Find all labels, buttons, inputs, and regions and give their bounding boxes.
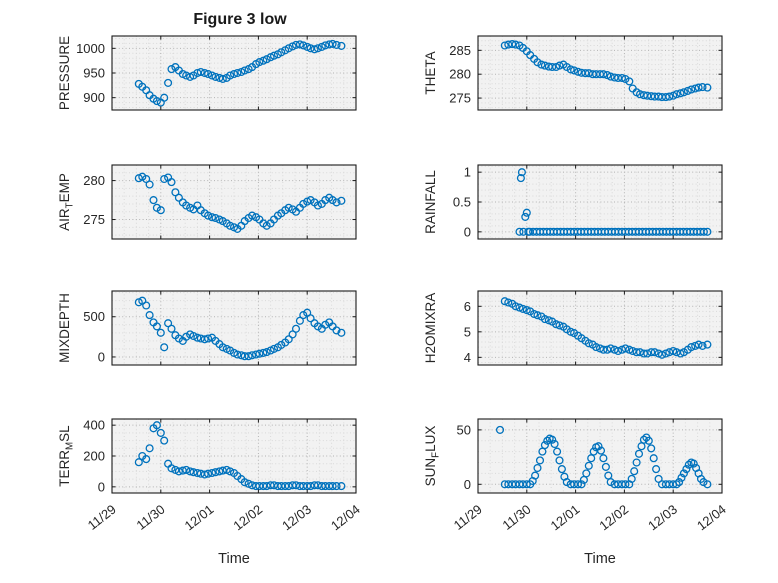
svg-text:200: 200: [83, 449, 105, 464]
y-tick-labels: 275 280 285: [449, 43, 471, 106]
y-tick-labels: 0 500: [83, 309, 105, 364]
minor-grid: [112, 419, 356, 493]
svg-text:6: 6: [464, 299, 471, 314]
y-axis-label-sun_flux: SUNFLUX: [423, 425, 442, 487]
y-tick-labels: 4 5 6: [464, 299, 471, 365]
svg-text:11/29: 11/29: [451, 502, 485, 533]
x-tick-labels: 11/29 11/30 12/01 12/02 12/03 12/04: [85, 502, 363, 534]
data-points: [500, 40, 712, 102]
svg-text:50: 50: [457, 422, 471, 437]
svg-text:12/03: 12/03: [279, 502, 314, 534]
y-tick-labels: 0 50: [457, 422, 471, 491]
subplot-sun_flux: 0 50 11/29 11/30 12/01 12/02 12/03 12/04: [451, 418, 729, 534]
axes-border: [111, 418, 357, 494]
svg-text:400: 400: [83, 418, 105, 433]
svg-text:12/02: 12/02: [230, 502, 265, 534]
svg-text:280: 280: [83, 173, 105, 188]
svg-text:950: 950: [83, 66, 105, 81]
y-axis-label-pressure: PRESSURE: [57, 35, 72, 111]
svg-text:285: 285: [449, 43, 471, 58]
y-tick-labels: 900 950 1000: [76, 41, 105, 105]
svg-text:0: 0: [98, 349, 105, 364]
data-points: [134, 296, 346, 361]
data-points: [134, 421, 346, 491]
minor-grid: [478, 165, 722, 239]
y-tick-labels: 00.51: [453, 165, 471, 240]
svg-text:0: 0: [464, 224, 471, 239]
subplot-theta: 275 280 285: [449, 35, 723, 111]
svg-text:0: 0: [98, 479, 105, 494]
subplot-h2omixra: 4 5 6: [464, 290, 723, 366]
svg-text:900: 900: [83, 90, 105, 105]
svg-text:12/02: 12/02: [596, 502, 631, 534]
x-axis-label-left: Time: [218, 551, 250, 567]
svg-text:500: 500: [83, 309, 105, 324]
svg-text:280: 280: [449, 67, 471, 82]
axes-border: [111, 290, 357, 366]
axes-border: [477, 290, 723, 366]
y-tick-labels: 0 200 400: [83, 418, 105, 495]
svg-text:5: 5: [464, 324, 471, 339]
data-points: [500, 297, 712, 359]
y-axis-label-terr_msl: TERRMSL: [57, 425, 76, 487]
svg-text:11/30: 11/30: [500, 502, 534, 533]
svg-text:12/01: 12/01: [548, 502, 583, 534]
svg-text:11/29: 11/29: [85, 502, 119, 533]
x-tick-labels: 11/29 11/30 12/01 12/02 12/03 12/04: [451, 502, 729, 534]
svg-text:12/01: 12/01: [182, 502, 217, 534]
svg-text:12/04: 12/04: [694, 502, 729, 534]
data-points: [495, 425, 712, 489]
svg-text:1: 1: [464, 165, 471, 180]
axes-border: [111, 164, 357, 240]
figure-title: Figure 3 low: [193, 11, 287, 28]
axes-border: [111, 35, 357, 111]
axes-border: [477, 164, 723, 240]
subplot-air_temp: 275 280: [83, 164, 357, 240]
svg-text:0.5: 0.5: [453, 195, 471, 210]
axes-border: [477, 35, 723, 111]
svg-text:12/04: 12/04: [328, 502, 363, 534]
svg-text:0: 0: [464, 477, 471, 492]
svg-text:4: 4: [464, 350, 471, 365]
svg-text:275: 275: [83, 212, 105, 227]
subplot-mixdepth: 0 500: [83, 290, 357, 366]
svg-text:12/03: 12/03: [645, 502, 680, 534]
subplot-rainfall: 00.51: [453, 164, 723, 240]
subplot-pressure: 900 950 1000: [76, 35, 357, 111]
svg-text:11/30: 11/30: [134, 502, 168, 533]
svg-text:275: 275: [449, 91, 471, 106]
svg-text:1000: 1000: [76, 41, 105, 56]
data-points: [134, 172, 346, 233]
data-points: [134, 39, 346, 107]
y-tick-labels: 275 280: [83, 173, 105, 227]
data-points: [515, 168, 712, 236]
x-axis-label-right: Time: [584, 551, 616, 567]
y-axis-label-theta: THETA: [423, 51, 438, 95]
axes-border: [477, 418, 723, 494]
subplot-terr_msl: 0 200 400 11/29 11/30 12/01 12/02 12/03 12/04: [83, 418, 363, 534]
